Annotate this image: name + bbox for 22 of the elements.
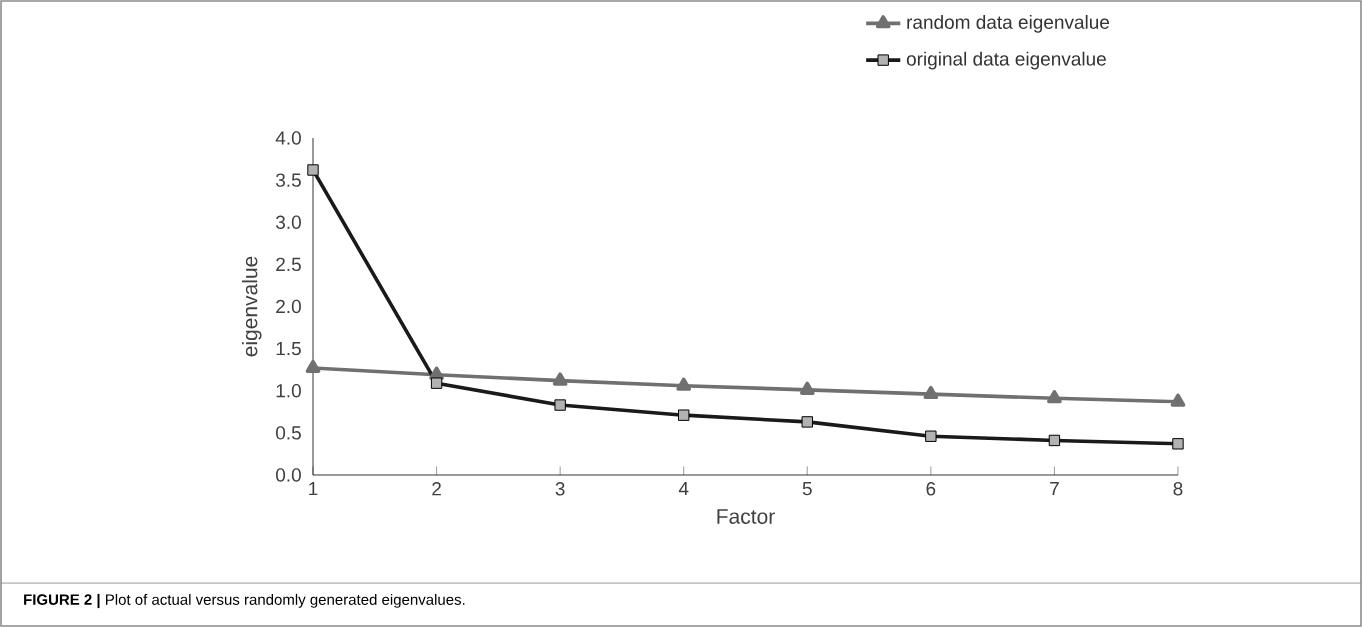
y-tick-label: 0.0 [276, 468, 301, 482]
x-tick-label: 6 [926, 482, 936, 496]
x-tick-label: 5 [802, 482, 812, 496]
y-tick-label: 2.5 [276, 257, 301, 272]
legend-label: original data eigenvalue [906, 51, 1106, 70]
y-tick-label: 4.0 [275, 131, 301, 145]
y-tick-label: 3.5 [275, 173, 301, 187]
y-tick-label: 0.5 [276, 426, 301, 440]
x-tick-label: 8 [1173, 482, 1183, 496]
text: FIGURE 2 | Plot of actual versus randomly generated eigenvalues. [24, 593, 465, 609]
x-tick-label: 7 [1050, 482, 1059, 496]
x-tick-label: 1 [309, 482, 318, 496]
legend-label: random data eigenvalue [907, 14, 1110, 33]
x-tick-label: 2 [432, 482, 441, 496]
x-tick-label: 4 [678, 482, 689, 496]
x-axis-title: Factor [717, 509, 775, 524]
y-axis-title: eigenvalue [241, 256, 262, 357]
y-tick-label: 2.0 [276, 299, 301, 314]
y-tick-label: 1.0 [276, 384, 301, 398]
y-tick-label: 1.5 [276, 341, 301, 356]
y-tick-label: 3.0 [275, 215, 301, 229]
x-tick-label: 3 [555, 482, 565, 496]
